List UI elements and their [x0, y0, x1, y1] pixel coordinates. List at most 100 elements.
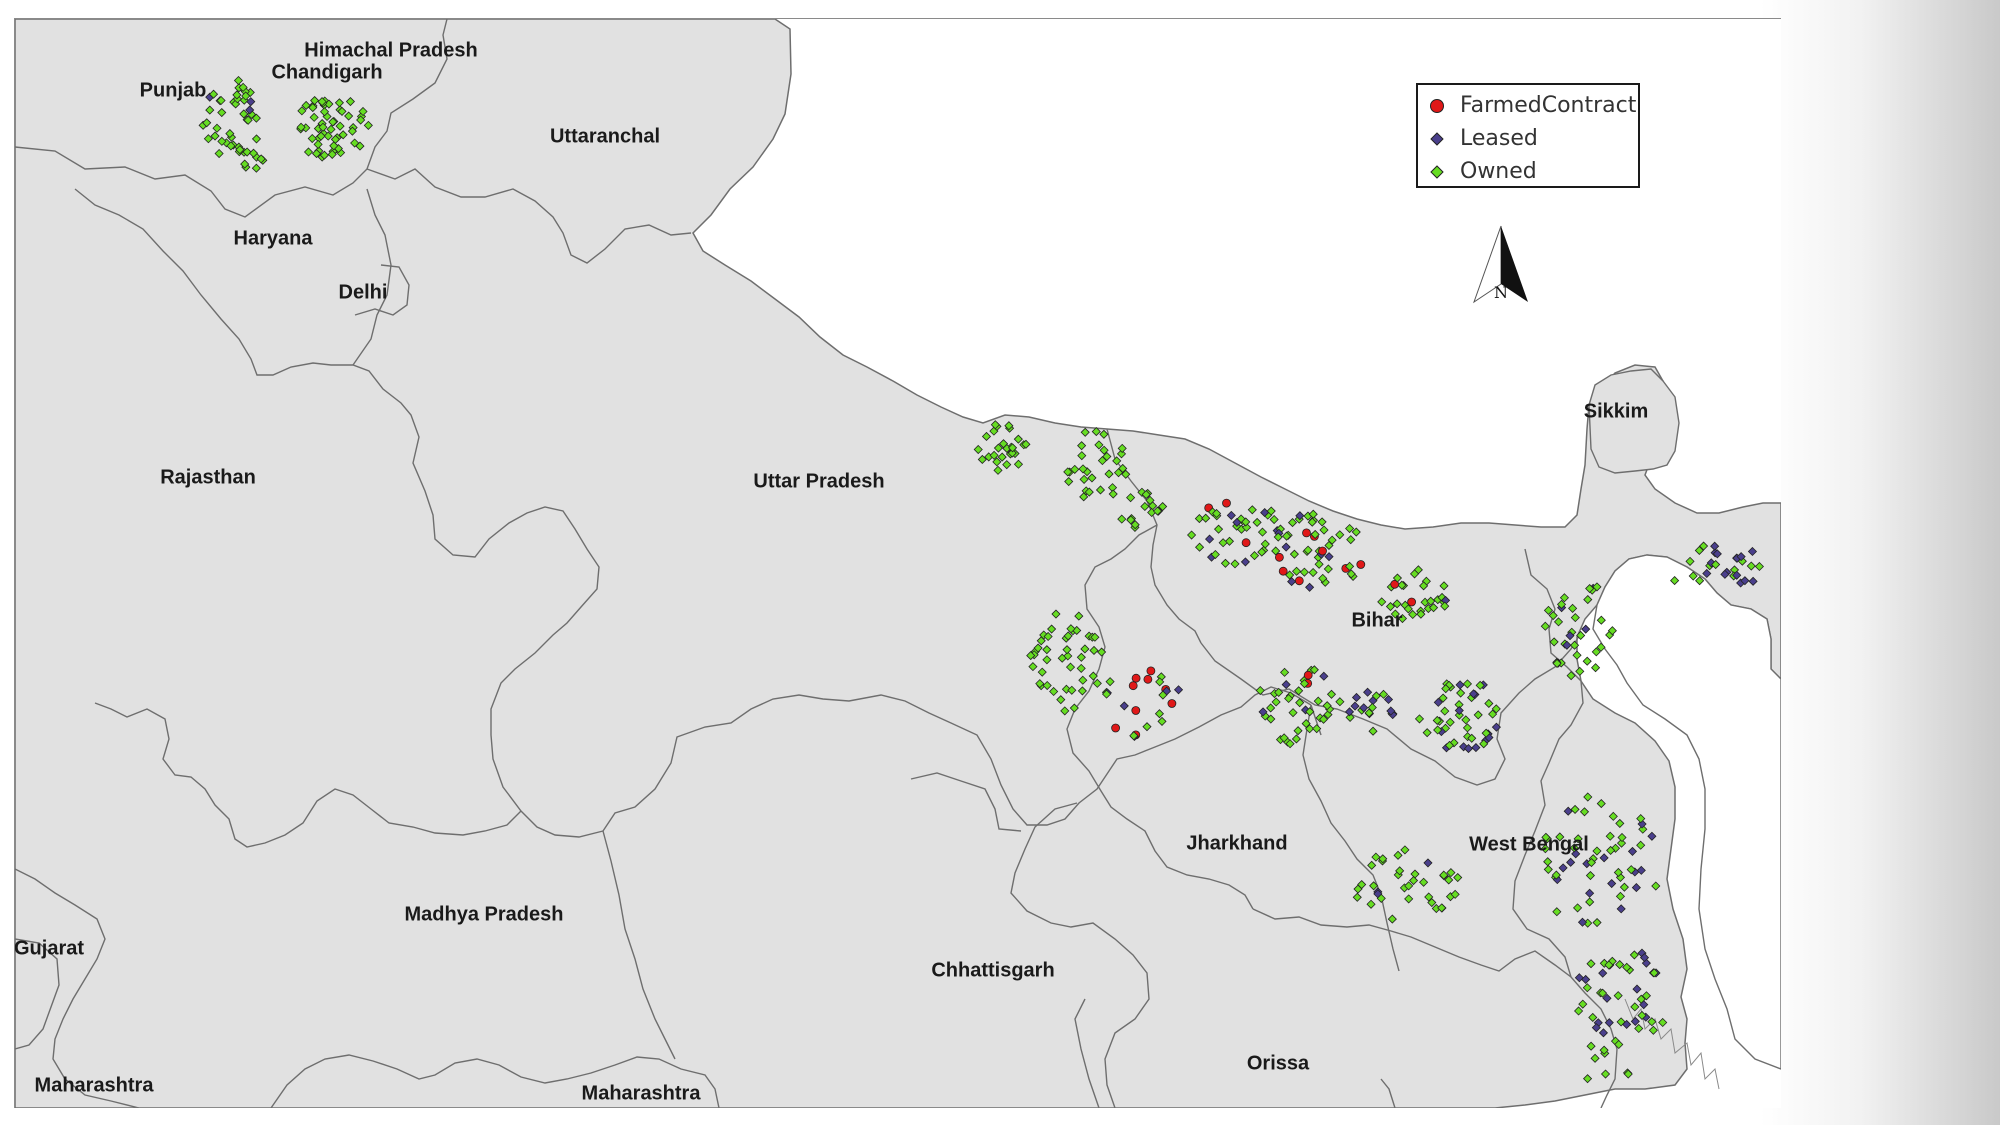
marker-owned — [1658, 1017, 1668, 1028]
marker-owned — [1266, 703, 1276, 713]
marker-owned — [1218, 538, 1228, 548]
marker-owned — [1600, 1069, 1611, 1079]
marker-leased — [1598, 1028, 1609, 1038]
marker-owned — [1293, 726, 1303, 736]
marker-owned — [1141, 489, 1151, 500]
marker-leased — [1558, 863, 1568, 873]
marker-owned — [1036, 636, 1046, 646]
marker-owned — [993, 443, 1003, 453]
marker-owned — [1559, 593, 1570, 603]
marker-owned — [1648, 1025, 1658, 1035]
marker-owned — [1130, 520, 1140, 530]
marker-owned — [1291, 566, 1302, 576]
marker-owned — [239, 109, 249, 119]
marker-owned — [356, 115, 366, 125]
marker-owned — [1099, 429, 1109, 439]
marker-owned — [1154, 709, 1165, 719]
marker-owned — [1424, 892, 1434, 902]
marker-farmedcontract — [1356, 560, 1366, 569]
marker-owned — [1158, 690, 1168, 700]
marker-owned — [202, 118, 212, 128]
marker-owned — [1414, 714, 1425, 724]
marker-farmedcontract — [1167, 699, 1177, 708]
marker-owned — [1047, 624, 1057, 634]
marker-owned — [1636, 840, 1646, 850]
marker-owned — [248, 148, 259, 158]
marker-owned — [1586, 857, 1597, 868]
marker-owned — [1063, 467, 1073, 477]
marker-owned — [1369, 881, 1379, 891]
marker-owned — [1091, 427, 1101, 437]
marker-owned — [1287, 518, 1298, 528]
marker-owned — [1637, 1010, 1647, 1021]
marker-owned — [1042, 645, 1052, 655]
marker-owned — [1305, 707, 1315, 717]
marker-owned — [251, 113, 261, 123]
marker-owned — [1408, 875, 1419, 886]
marker-owned — [992, 457, 1002, 467]
marker-owned — [297, 106, 307, 116]
marker-owned — [1596, 798, 1606, 809]
marker-owned — [1002, 460, 1012, 470]
marker-leased — [1471, 743, 1481, 753]
marker-owned — [1021, 439, 1031, 449]
marker-leased — [1344, 707, 1355, 717]
marker-owned — [323, 131, 333, 141]
marker-owned — [345, 96, 355, 107]
marker-owned — [1065, 662, 1076, 672]
marker-owned — [1613, 867, 1623, 878]
marker-owned — [1585, 870, 1596, 881]
legend-swatch-farmedcontract — [1430, 98, 1444, 113]
marker-owned — [233, 75, 244, 86]
marker-owned — [1346, 569, 1356, 579]
marker-owned — [226, 141, 236, 151]
north-letter: N — [1494, 283, 1508, 302]
marker-owned — [1064, 476, 1074, 487]
marker-owned — [1371, 852, 1381, 862]
marker-owned — [296, 122, 306, 132]
marker-leased — [1574, 973, 1584, 983]
marker-owned — [1295, 698, 1305, 708]
map-legend: FarmedContract Leased Owned — [1416, 83, 1640, 188]
marker-owned — [1570, 804, 1580, 815]
marker-owned — [1591, 647, 1601, 657]
marker-leased — [1622, 1019, 1632, 1029]
marker-owned — [1576, 630, 1586, 641]
marker-owned — [1087, 473, 1097, 483]
marker-owned — [1450, 889, 1460, 899]
marker-leased — [1359, 703, 1369, 713]
marker-owned — [1366, 899, 1376, 909]
marker-owned — [1126, 515, 1136, 525]
marker-owned — [1475, 680, 1485, 690]
marker-owned — [1484, 698, 1494, 709]
marker-owned — [251, 163, 261, 173]
marker-owned — [1615, 891, 1626, 901]
marker-leased — [1491, 722, 1501, 732]
marker-owned — [1419, 581, 1429, 591]
marker-owned — [1080, 427, 1090, 437]
marker-owned — [319, 107, 330, 117]
marker-owned — [1077, 686, 1087, 696]
marker-owned — [1569, 640, 1580, 650]
marker-farmedcontract — [1318, 546, 1327, 556]
marker-owned — [997, 452, 1007, 462]
marker-leased — [1281, 542, 1291, 552]
marker-owned — [1670, 576, 1680, 586]
marker-owned — [977, 454, 987, 465]
marker-owned — [1195, 542, 1205, 552]
marker-owned — [1387, 914, 1397, 924]
marker-owned — [317, 97, 327, 107]
marker-owned — [214, 148, 224, 159]
marker-owned — [1345, 712, 1355, 722]
legend-swatch-leased — [1430, 131, 1444, 146]
marker-leased — [1281, 680, 1291, 690]
marker-owned — [1582, 1074, 1593, 1084]
marker-owned — [1444, 875, 1454, 885]
marker-owned — [1479, 739, 1489, 749]
marker-owned — [1454, 710, 1464, 720]
marker-owned — [1323, 564, 1333, 574]
marker-owned — [1285, 570, 1295, 580]
marker-owned — [1437, 903, 1447, 913]
marker-owned — [1066, 624, 1076, 634]
marker-owned — [347, 126, 357, 136]
